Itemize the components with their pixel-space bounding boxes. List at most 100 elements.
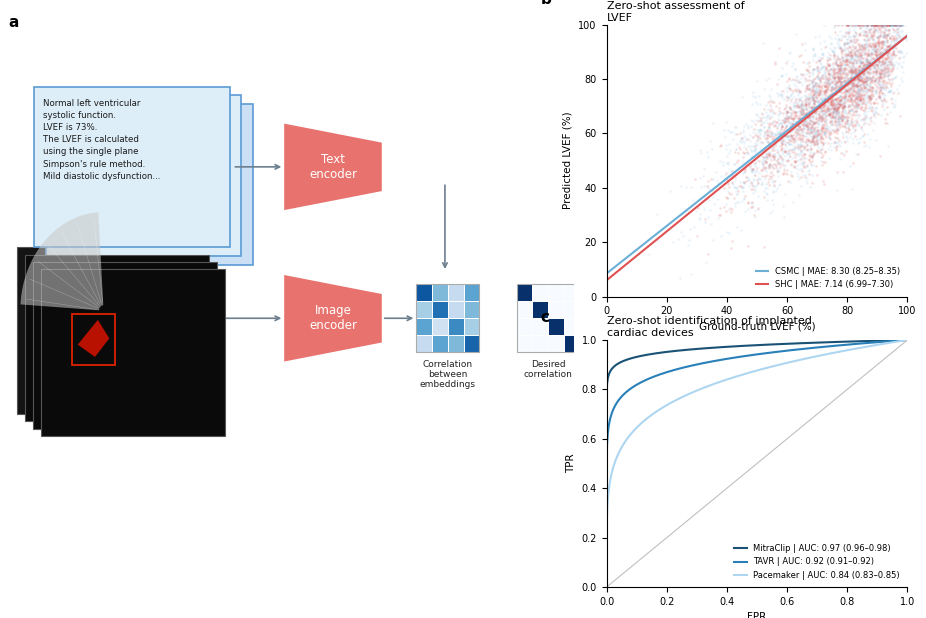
Point — [682, 224, 697, 234]
Point — [817, 179, 832, 189]
Point — [835, 67, 850, 77]
Point — [858, 44, 873, 54]
Point — [832, 67, 846, 77]
Point — [878, 61, 893, 71]
Point — [827, 137, 842, 147]
Point — [841, 29, 856, 39]
Point — [836, 100, 851, 110]
Point — [835, 92, 850, 102]
Point — [810, 119, 825, 129]
Point — [846, 74, 861, 84]
Point — [823, 78, 838, 88]
Point — [835, 167, 850, 177]
Point — [832, 76, 847, 86]
Point — [837, 91, 852, 101]
Point — [799, 111, 814, 121]
Point — [782, 136, 797, 146]
Point — [831, 85, 845, 95]
Point — [778, 83, 793, 93]
Point — [828, 95, 843, 104]
Point — [871, 56, 886, 66]
Point — [825, 70, 840, 80]
Point — [839, 85, 854, 95]
Point — [853, 92, 868, 102]
Point — [745, 198, 759, 208]
Point — [820, 79, 834, 89]
Point — [827, 138, 842, 148]
Point — [866, 25, 881, 35]
Point — [865, 44, 880, 54]
Point — [837, 82, 852, 92]
Point — [818, 148, 832, 158]
Point — [745, 141, 759, 151]
Point — [842, 106, 857, 116]
Point — [845, 89, 859, 99]
Point — [819, 107, 833, 117]
Point — [833, 66, 848, 75]
Point — [832, 95, 846, 104]
Point — [835, 111, 850, 121]
Point — [851, 83, 866, 93]
Point — [861, 45, 876, 55]
Point — [846, 37, 861, 47]
Point — [869, 82, 883, 92]
Point — [810, 142, 825, 151]
Point — [855, 47, 870, 57]
Point — [864, 20, 879, 30]
Point — [858, 62, 873, 72]
Point — [826, 88, 841, 98]
Point — [853, 95, 868, 105]
Point — [853, 75, 868, 85]
Point — [844, 121, 858, 130]
Point — [886, 20, 901, 30]
Point — [840, 76, 855, 86]
Point — [873, 30, 888, 40]
Point — [849, 93, 864, 103]
Point — [727, 159, 742, 169]
Point — [824, 84, 839, 94]
Point — [881, 87, 895, 97]
Point — [854, 57, 869, 67]
Point — [802, 98, 817, 108]
Point — [836, 93, 851, 103]
Point — [862, 67, 877, 77]
Point — [848, 105, 863, 115]
Point — [795, 126, 809, 136]
Point — [739, 133, 754, 143]
Point — [778, 188, 793, 198]
Point — [852, 55, 867, 65]
Point — [822, 111, 837, 121]
Point — [763, 143, 778, 153]
Point — [875, 68, 890, 78]
Point — [865, 67, 880, 77]
Point — [837, 109, 852, 119]
Point — [817, 105, 832, 115]
Point — [848, 54, 863, 64]
Point — [807, 118, 821, 128]
Point — [884, 49, 899, 59]
Point — [798, 100, 813, 110]
Point — [875, 73, 890, 83]
Point — [855, 41, 870, 51]
Point — [862, 49, 877, 59]
Point — [883, 51, 898, 61]
Point — [798, 116, 813, 126]
Point — [819, 91, 833, 101]
Point — [863, 34, 878, 44]
Bar — [517, 301, 532, 318]
Point — [890, 37, 905, 47]
Point — [765, 206, 780, 216]
Point — [834, 88, 849, 98]
Point — [858, 140, 873, 150]
Point — [851, 20, 866, 30]
Point — [895, 20, 909, 30]
Point — [814, 129, 829, 139]
Point — [814, 95, 829, 105]
Point — [861, 27, 876, 37]
Point — [875, 53, 890, 62]
Point — [859, 20, 874, 30]
Point — [845, 74, 860, 83]
Point — [895, 25, 909, 35]
Point — [785, 197, 800, 206]
Point — [845, 121, 860, 130]
